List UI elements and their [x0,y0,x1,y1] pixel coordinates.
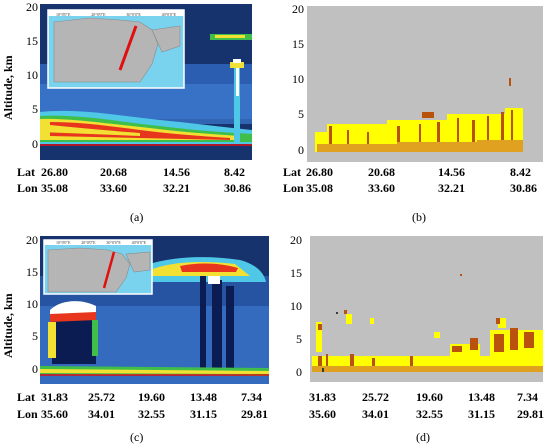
caption-c: (c) [130,430,144,444]
lat-a-2: 20.68 [100,165,127,179]
y-tick-d-5: 5 [296,332,302,346]
lat-c-3: 19.60 [138,390,165,404]
lon-label-c: Lon [17,407,38,421]
lat-c-1: 31.83 [41,390,68,404]
lon-d-1: 35.60 [309,407,336,421]
lat-a-1: 26.80 [41,165,68,179]
y-axis-label-a: Altitude, km [1,55,15,120]
lat-label-b: Lat [283,165,301,179]
lat-d-3: 19.60 [416,390,443,404]
caption-b: (b) [412,210,426,224]
lon-d-5: 29.81 [517,407,544,421]
inset-tick-a-2: 20°0'0"E [91,12,106,17]
lat-b-1: 26.80 [306,165,333,179]
y-tick-d-10: 10 [290,299,302,313]
y-tick-c-10: 10 [26,297,38,311]
vfm-plot-b [307,6,543,162]
curtain-plot-c [40,236,269,384]
lat-c-4: 13.48 [190,390,217,404]
y-tick-b-15: 15 [292,37,304,51]
lon-b-4: 30.86 [510,181,537,195]
lat-d-4: 13.48 [468,390,495,404]
lat-b-4: 8.42 [510,165,531,179]
lat-label-c: Lat [17,390,35,404]
lon-a-2: 33.60 [100,181,127,195]
lon-c-5: 29.81 [241,407,268,421]
y-tick-a-15: 15 [26,34,38,48]
inset-tick-a-1: 10°0'0"E [56,12,71,17]
lon-c-3: 32.55 [138,407,165,421]
y-axis-label-c: Altitude, km [1,293,15,358]
lat-a-3: 14.56 [163,165,190,179]
lon-d-3: 32.55 [416,407,443,421]
inset-tick-c-2: 20°0'0"E [81,240,96,245]
inset-tick-c-1: 10°0'0"E [56,240,71,245]
inset-tick-c-4: 40°0'0"E [131,240,146,245]
lat-b-2: 20.68 [368,165,395,179]
inset-map-a [47,9,185,89]
y-tick-b-20: 20 [292,2,304,16]
inset-map-c [43,239,153,295]
lon-b-2: 33.60 [368,181,395,195]
y-tick-a-20: 20 [26,0,38,14]
y-tick-d-15: 15 [290,266,302,280]
y-tick-a-0: 0 [32,137,38,151]
curtain-plot-a [40,4,252,160]
lon-a-1: 35.08 [41,181,68,195]
lon-d-2: 34.01 [362,407,389,421]
y-tick-c-0: 0 [32,362,38,376]
y-tick-d-20: 20 [290,233,302,247]
lon-label-b: Lon [283,181,304,195]
lon-b-1: 35.08 [306,181,333,195]
lat-d-5: 7.34 [517,390,538,404]
y-tick-b-0: 0 [298,143,304,157]
lon-d-4: 31.15 [468,407,495,421]
y-tick-a-10: 10 [26,68,38,82]
lon-a-3: 32.21 [163,181,190,195]
y-tick-c-20: 20 [26,233,38,247]
lat-d-1: 31.83 [309,390,336,404]
caption-a: (a) [130,210,144,224]
lon-label-a: Lon [17,181,38,195]
y-tick-b-10: 10 [292,72,304,86]
lat-c-5: 7.34 [241,390,262,404]
lat-d-2: 25.72 [362,390,389,404]
lat-c-2: 25.72 [88,390,115,404]
y-tick-c-5: 5 [32,329,38,343]
y-tick-d-0: 0 [296,365,302,379]
y-tick-c-15: 15 [26,265,38,279]
lat-b-3: 14.56 [438,165,465,179]
caption-d: (d) [416,430,430,444]
lon-a-4: 30.86 [224,181,251,195]
y-tick-b-5: 5 [298,107,304,121]
inset-tick-a-3: 30°0'0"E [126,12,141,17]
lon-b-3: 32.21 [438,181,465,195]
lon-c-4: 31.15 [190,407,217,421]
y-tick-a-5: 5 [32,102,38,116]
lat-label-a: Lat [17,165,35,179]
inset-tick-c-3: 30°0'0"E [106,240,121,245]
lat-a-4: 8.42 [224,165,245,179]
vfm-plot-d [310,236,543,382]
lon-c-1: 35.60 [41,407,68,421]
lon-c-2: 34.01 [88,407,115,421]
inset-tick-a-4: 40°0'0"E [161,12,176,17]
